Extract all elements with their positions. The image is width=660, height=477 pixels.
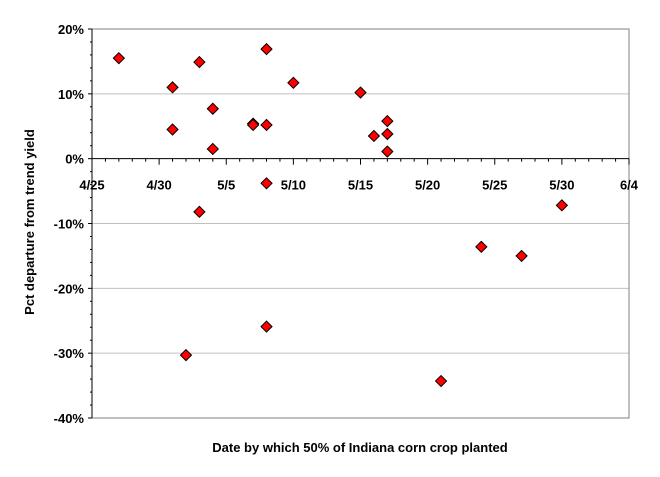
data-point [166, 81, 179, 94]
y-tick-label: 0% [65, 152, 84, 167]
x-tick-label: 6/4 [620, 178, 639, 193]
data-point [206, 102, 220, 115]
y-tick-label: -30% [54, 346, 85, 361]
data-point [260, 320, 273, 333]
y-tick-label: 20% [58, 22, 84, 37]
data-point [260, 42, 273, 56]
x-tick-label: 5/20 [415, 178, 440, 193]
data-point [475, 240, 488, 254]
y-tick-label: -40% [54, 411, 85, 426]
x-tick-label: 5/5 [217, 178, 235, 193]
data-point [193, 205, 206, 219]
data-point [193, 55, 206, 69]
data-points [112, 42, 569, 388]
data-point [260, 118, 273, 132]
data-point [434, 374, 448, 388]
data-point [179, 348, 193, 362]
x-tick-label: 5/10 [281, 178, 306, 193]
data-point [515, 249, 528, 263]
x-axis-title: Date by which 50% of Indiana corn crop p… [212, 440, 507, 455]
x-tick-label: 4/30 [146, 178, 171, 193]
data-point [112, 51, 126, 65]
x-tick-label: 5/30 [549, 178, 574, 193]
data-point [381, 145, 394, 158]
data-point [381, 114, 394, 128]
data-point [287, 76, 300, 90]
y-tick-label: -20% [54, 281, 85, 296]
data-point [166, 123, 179, 136]
tick-labels: 20% 10% 0% -10% -20% -30% -40% 4/25 4/30 5/5 5/10 5… [54, 22, 639, 426]
x-tick-label: 5/15 [348, 178, 373, 193]
data-point [246, 118, 260, 132]
y-axis-title: Pct departure from trend yield [22, 129, 37, 315]
data-point [354, 86, 367, 99]
y-tick-label: -10% [54, 217, 85, 232]
data-point [555, 199, 569, 212]
axes [88, 28, 630, 419]
data-point [367, 129, 381, 143]
data-point [260, 177, 273, 190]
x-tick-label: 4/25 [79, 178, 104, 193]
y-tick-label: 10% [58, 87, 84, 102]
x-tick-label: 5/25 [482, 178, 507, 193]
data-point [381, 127, 394, 141]
data-point [206, 142, 220, 156]
